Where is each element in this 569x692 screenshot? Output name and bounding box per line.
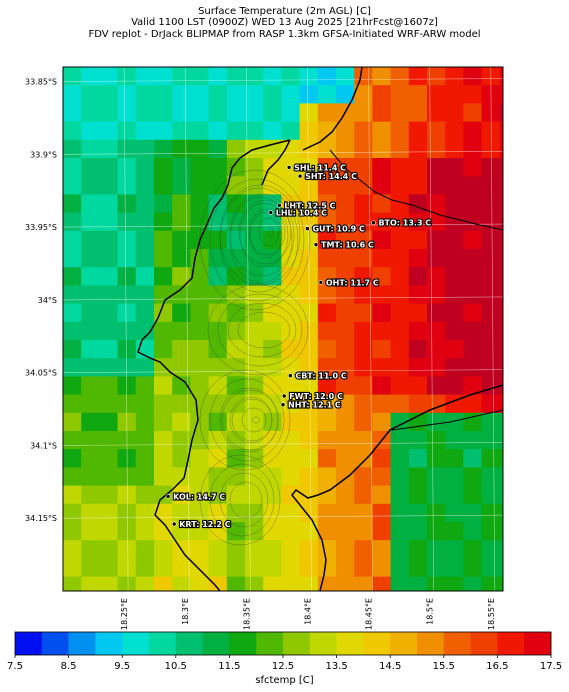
- colorbar-swatch: [283, 632, 311, 655]
- station-label: OHT: 11.7 C: [326, 278, 379, 287]
- colorbar-swatch: [202, 632, 230, 655]
- lat-tick-label: 33.95°S: [25, 223, 57, 232]
- lon-tick-label: 18.25°E: [120, 598, 129, 630]
- colorbar-swatch: [443, 632, 471, 655]
- station-dot: [280, 402, 286, 407]
- colorbar: 7.5 8.5 9.5 10.5 11.5 12.5 13.5 14.5 15.5 16.5 17.…: [7, 631, 562, 672]
- colorbar-swatch: [122, 632, 150, 655]
- lon-tick-label: 18.4°E: [303, 598, 312, 625]
- colorbar-swatch: [336, 632, 364, 655]
- coastline: [137, 67, 503, 591]
- colorbar-tick-label: 13.5: [325, 661, 347, 672]
- station-label: FWT: 12.0 C: [289, 392, 343, 401]
- colorbar-swatch: [175, 632, 203, 655]
- title-line-1: Surface Temperature (2m AGL) [C]: [198, 6, 371, 17]
- station-dot: [277, 202, 282, 208]
- station-dot: [286, 165, 292, 170]
- station-label: NHT: 12.1 C: [288, 401, 341, 410]
- station-dot: [171, 521, 177, 527]
- station-dot: [281, 393, 287, 399]
- station-label: KRT: 12.2 C: [179, 520, 231, 529]
- lon-tick-label: 18.55°E: [487, 598, 496, 630]
- colorbar-swatch: [229, 632, 257, 655]
- station-dot: [165, 494, 171, 499]
- terrain-contours: [199, 169, 311, 546]
- station-label: KOL: 14.7 C: [173, 492, 225, 501]
- colorbar-swatch: [149, 632, 177, 655]
- lon-tick-label: 18.3°E: [181, 598, 190, 625]
- colorbar-swatch: [390, 632, 418, 655]
- colorbar-tick-label: 17.5: [540, 661, 562, 672]
- colorbar-tick-label: 14.5: [379, 661, 401, 672]
- colorbar-label: sfctemp [C]: [255, 675, 314, 686]
- title-line-2: Valid 1100 LST (0900Z) WED 13 Aug 2025 […: [131, 17, 438, 28]
- station-dot: [288, 373, 293, 378]
- map-frame: [62, 66, 504, 592]
- colorbar-swatch: [15, 632, 43, 655]
- station-label: TMT: 10.6 C: [321, 241, 374, 250]
- colorbar-swatch: [41, 632, 69, 655]
- colorbar-swatch: [256, 632, 284, 655]
- station-label: GUT: 10.9 C: [312, 225, 365, 234]
- temperature-grid: [63, 67, 503, 591]
- colorbar-swatch: [524, 632, 552, 655]
- colorbar-tick-label: 15.5: [433, 661, 455, 672]
- colorbar-swatch: [470, 632, 498, 655]
- colorbar-tick-label: 10.5: [165, 661, 187, 672]
- station-dot: [313, 242, 319, 247]
- colorbar-swatch: [417, 632, 445, 655]
- lat-tick-label: 34°S: [38, 296, 57, 305]
- lat-tick-label: 34.15°S: [25, 514, 57, 523]
- longitude-axis: 18.25°E 18.3°E 18.35°E 18.4°E 18.45°E 18.5°E 1…: [120, 598, 496, 630]
- lon-tick-label: 18.45°E: [365, 598, 374, 630]
- station-dot: [268, 210, 274, 215]
- title-line-3: FDV replot - DrJack BLIPMAP from RASP 1.…: [88, 29, 481, 40]
- station-dot: [371, 220, 376, 226]
- lat-tick-label: 33.9°S: [30, 150, 57, 159]
- station-dot: [297, 173, 303, 179]
- colorbar-tick-label: 8.5: [61, 661, 77, 672]
- station-label: LHT: 12.5 C: [284, 201, 335, 210]
- colorbar-swatch: [95, 632, 123, 655]
- lat-tick-label: 34.1°S: [30, 441, 57, 450]
- colorbar-tick-label: 9.5: [114, 661, 130, 672]
- colorbar-tick-label: 11.5: [218, 661, 240, 672]
- station-label: SHL: 11.4 C: [294, 163, 346, 172]
- region-border: [329, 149, 503, 431]
- colorbar-tick-label: 7.5: [7, 661, 23, 672]
- station-dot: [318, 280, 324, 285]
- lat-tick-label: 33.85°S: [25, 78, 57, 87]
- colorbar-tick-label: 12.5: [272, 661, 294, 672]
- colorbar-swatch: [68, 632, 96, 655]
- colorbar-swatch: [497, 632, 525, 655]
- latitude-axis: 33.85°S 33.9°S 33.95°S 34°S 34.05°S 34.1°S 34.…: [25, 78, 57, 524]
- station-label: LHL: 10.4 C: [276, 209, 327, 218]
- colorbar-tick-label: 16.5: [486, 661, 508, 672]
- station-dot: [305, 226, 310, 231]
- lon-tick-label: 18.35°E: [242, 598, 251, 630]
- station-label: BTO: 13.3 C: [378, 219, 431, 228]
- lon-tick-label: 18.5°E: [426, 598, 435, 625]
- colorbar-swatch: [309, 632, 337, 655]
- station-label: SHT: 14.4 C: [305, 172, 357, 181]
- colorbar-swatch: [363, 632, 391, 655]
- lat-tick-label: 34.05°S: [25, 369, 57, 378]
- graticule: [63, 67, 503, 591]
- station-label: CBT: 11.0 C: [295, 372, 346, 381]
